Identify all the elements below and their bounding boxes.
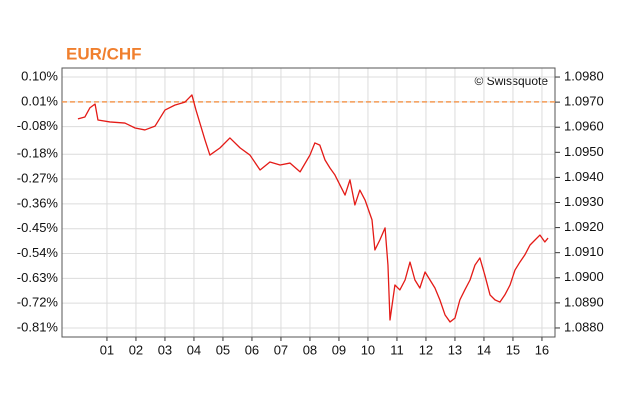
y2-tick-label: 1.0930 [564,194,604,209]
price-line [77,94,549,323]
y2-tick-label: 1.0980 [564,68,604,83]
y2-tick-label: 1.0960 [564,119,604,134]
x-tick-label: 15 [506,342,520,357]
x-tick-label: 11 [390,342,404,357]
y-tick-label: 0.01% [21,93,58,108]
x-tick-label: 05 [216,342,230,357]
y-tick-label: -0.81% [17,319,59,334]
x-tick-label: 01 [100,342,114,357]
x-tick-label: 14 [477,342,491,357]
x-tick-label: 10 [361,342,375,357]
y-tick-label: -0.27% [17,170,59,185]
y2-tick-label: 1.0970 [564,94,604,109]
x-tick-label: 13 [448,342,462,357]
chart-title: EUR/CHF [66,44,142,63]
y-tick-label: -0.72% [17,295,59,310]
y2-tick-label: 1.0920 [564,219,604,234]
y2-tick-label: 1.0880 [564,319,604,334]
y-tick-label: -0.54% [17,245,59,260]
x-tick-label: 06 [245,342,259,357]
y-tick-label: 0.10% [21,68,58,83]
y2-tick-label: 1.0900 [564,269,604,284]
x-tick-label: 09 [332,342,346,357]
x-tick-label: 02 [129,342,143,357]
x-tick-label: 12 [419,342,433,357]
y2-tick-label: 1.0940 [564,169,604,184]
y-tick-label: -0.63% [17,270,59,285]
x-tick-label: 08 [303,342,317,357]
y-tick-label: -0.08% [17,118,59,133]
plot-frame [61,67,556,338]
copyright: © Swissquote [474,74,548,88]
x-tick-label: 16 [535,342,549,357]
y-tick-label: -0.36% [17,195,59,210]
x-tick-label: 07 [274,342,288,357]
y2-tick-label: 1.0910 [564,244,604,259]
y2-tick-label: 1.0950 [564,144,604,159]
x-tick-label: 03 [158,342,172,357]
x-tick-label: 04 [187,342,201,357]
y-tick-label: -0.45% [17,220,59,235]
y-tick-label: -0.18% [17,146,59,161]
y2-tick-label: 1.0890 [564,294,604,309]
